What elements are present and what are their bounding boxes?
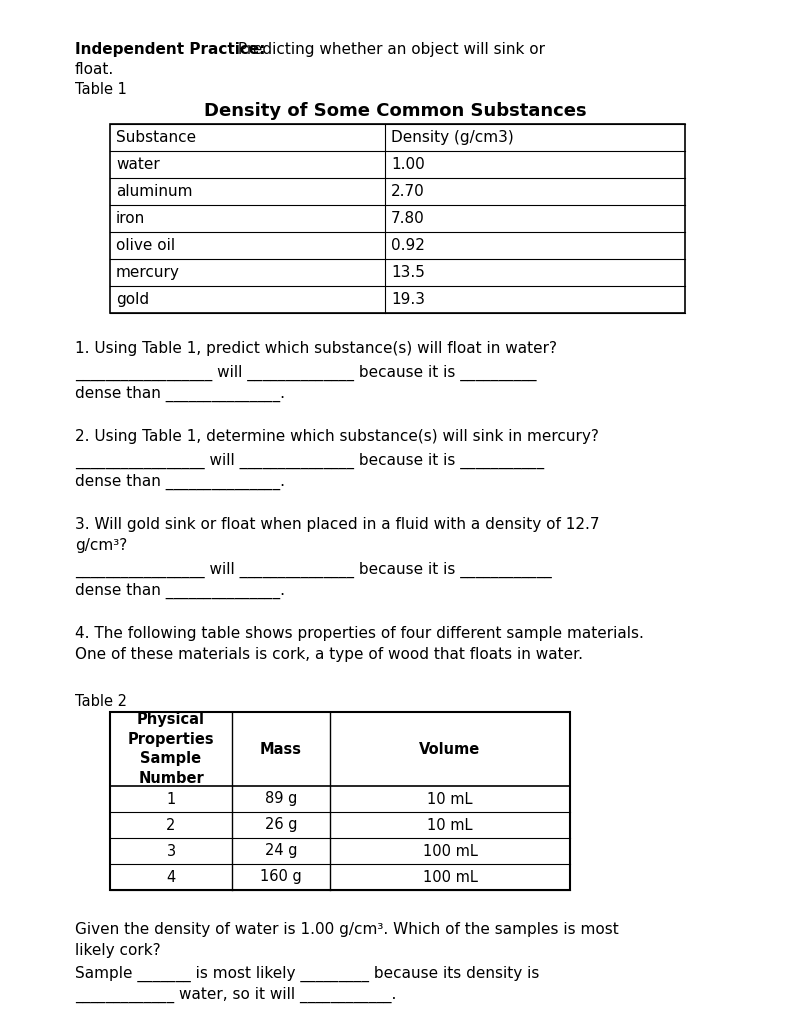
Text: Volume: Volume <box>419 741 481 757</box>
Text: Density (g/cm3): Density (g/cm3) <box>391 130 513 145</box>
Text: Table 2: Table 2 <box>75 694 127 709</box>
Text: Physical
Properties
Sample
Number: Physical Properties Sample Number <box>127 712 214 786</box>
Text: water: water <box>116 157 160 172</box>
Text: likely cork?: likely cork? <box>75 943 161 958</box>
Text: __________________ will ______________ because it is __________: __________________ will ______________ b… <box>75 365 536 381</box>
Text: dense than _______________.: dense than _______________. <box>75 583 285 599</box>
Text: _________________ will _______________ because it is ____________: _________________ will _______________ b… <box>75 562 552 579</box>
Text: Table 1: Table 1 <box>75 82 127 97</box>
Text: Density of Some Common Substances: Density of Some Common Substances <box>204 102 587 120</box>
Text: Mass: Mass <box>260 741 302 757</box>
Text: 0.92: 0.92 <box>391 238 425 253</box>
Text: 13.5: 13.5 <box>391 265 425 280</box>
Text: 4. The following table shows properties of four different sample materials.: 4. The following table shows properties … <box>75 626 644 641</box>
Text: Sample _______ is most likely _________ because its density is: Sample _______ is most likely _________ … <box>75 966 539 982</box>
Text: _____________ water, so it will ____________.: _____________ water, so it will ________… <box>75 987 396 1004</box>
Text: dense than _______________.: dense than _______________. <box>75 386 285 402</box>
Text: 100 mL: 100 mL <box>422 869 478 885</box>
Text: g/cm³?: g/cm³? <box>75 538 127 553</box>
Text: 10 mL: 10 mL <box>427 817 473 833</box>
Text: 1: 1 <box>166 792 176 807</box>
Text: Given the density of water is 1.00 g/cm³. Which of the samples is most: Given the density of water is 1.00 g/cm³… <box>75 922 619 937</box>
Text: gold: gold <box>116 292 149 307</box>
Text: 2: 2 <box>166 817 176 833</box>
Text: olive oil: olive oil <box>116 238 175 253</box>
Text: 160 g: 160 g <box>260 869 302 885</box>
Text: 3: 3 <box>166 844 176 858</box>
Text: Independent Practice:: Independent Practice: <box>75 42 266 57</box>
Text: _________________ will _______________ because it is ___________: _________________ will _______________ b… <box>75 453 544 469</box>
Text: 10 mL: 10 mL <box>427 792 473 807</box>
Text: 26 g: 26 g <box>265 817 297 833</box>
Text: 7.80: 7.80 <box>391 211 425 226</box>
Text: 89 g: 89 g <box>265 792 297 807</box>
Text: 2. Using Table 1, determine which substance(s) will sink in mercury?: 2. Using Table 1, determine which substa… <box>75 429 599 444</box>
Text: One of these materials is cork, a type of wood that floats in water.: One of these materials is cork, a type o… <box>75 647 583 662</box>
Text: 100 mL: 100 mL <box>422 844 478 858</box>
Text: Predicting whether an object will sink or: Predicting whether an object will sink o… <box>233 42 545 57</box>
Text: 24 g: 24 g <box>265 844 297 858</box>
Text: mercury: mercury <box>116 265 180 280</box>
Text: dense than _______________.: dense than _______________. <box>75 474 285 490</box>
Bar <box>110 124 685 313</box>
Text: 1.00: 1.00 <box>391 157 425 172</box>
Text: aluminum: aluminum <box>116 184 192 199</box>
Text: float.: float. <box>75 62 114 77</box>
Text: Substance: Substance <box>116 130 196 145</box>
Text: 1. Using Table 1, predict which substance(s) will float in water?: 1. Using Table 1, predict which substanc… <box>75 341 557 356</box>
Text: iron: iron <box>116 211 146 226</box>
Text: 3. Will gold sink or float when placed in a fluid with a density of 12.7: 3. Will gold sink or float when placed i… <box>75 517 600 532</box>
Bar <box>110 712 570 890</box>
Text: 4: 4 <box>166 869 176 885</box>
Text: 2.70: 2.70 <box>391 184 425 199</box>
Text: 19.3: 19.3 <box>391 292 425 307</box>
